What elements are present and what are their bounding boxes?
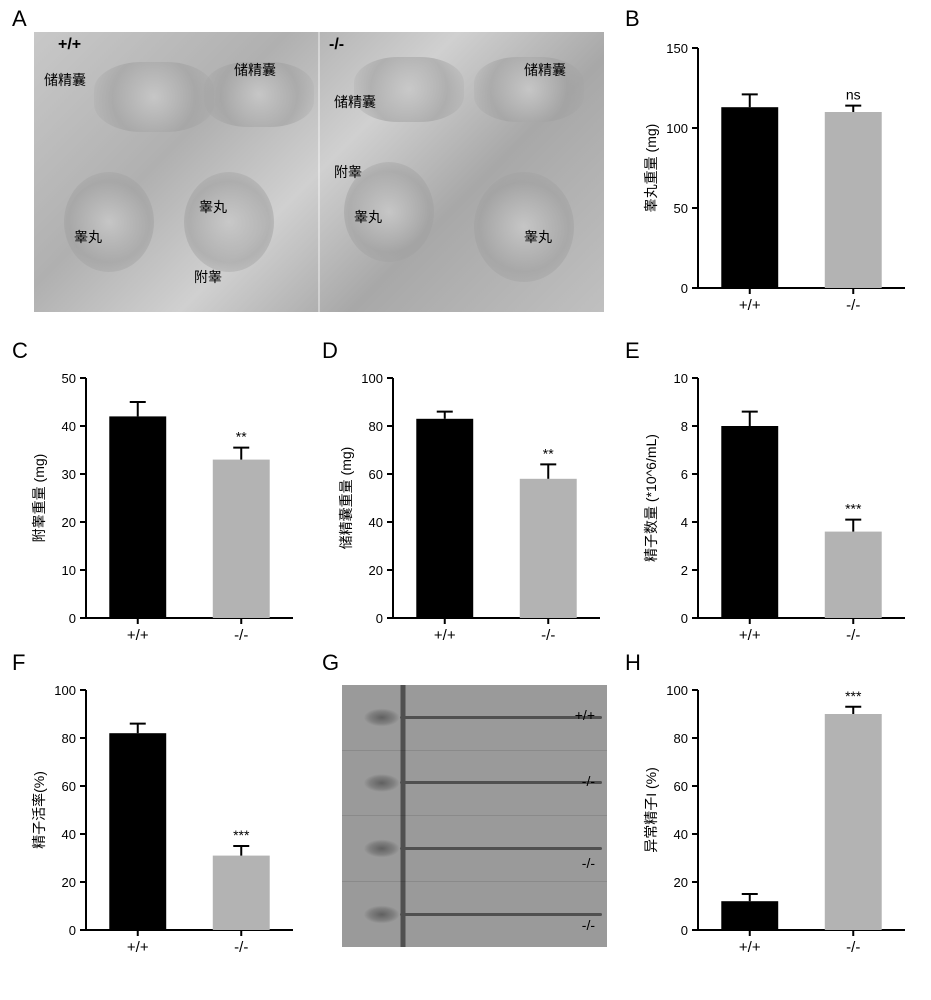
panel-label-g: G [322, 650, 339, 676]
svg-text:40: 40 [62, 419, 76, 434]
svg-text:0: 0 [681, 611, 688, 626]
testis-label-1: 睾丸 [74, 227, 102, 247]
svg-text:异常精子I (%): 异常精子I (%) [643, 767, 659, 853]
svg-text:6: 6 [681, 467, 688, 482]
panel-label-f: F [12, 650, 25, 676]
svg-text:-/-: -/- [846, 627, 860, 644]
svg-text:+/+: +/+ [127, 627, 149, 644]
svg-text:**: ** [543, 445, 554, 461]
svg-text:30: 30 [62, 467, 76, 482]
sperm-row3-label: -/- [582, 855, 595, 871]
panel-label-c: C [12, 338, 28, 364]
svg-text:150: 150 [666, 41, 688, 56]
seminal-label-2: 储精囊 [234, 60, 276, 80]
svg-text:20: 20 [369, 563, 383, 578]
svg-text:***: *** [233, 827, 250, 843]
svg-text:100: 100 [361, 371, 383, 386]
svg-text:100: 100 [666, 683, 688, 698]
svg-text:+/+: +/+ [127, 939, 149, 956]
svg-text:+/+: +/+ [434, 627, 456, 644]
svg-text:精子数量 (*10^6/mL): 精子数量 (*10^6/mL) [643, 434, 659, 562]
svg-text:精子活率(%): 精子活率(%) [31, 771, 47, 849]
svg-text:80: 80 [369, 419, 383, 434]
svg-text:***: *** [845, 688, 862, 704]
svg-text:60: 60 [62, 779, 76, 794]
svg-text:0: 0 [69, 923, 76, 938]
testis-label-3: 睾丸 [354, 207, 382, 227]
svg-text:-/-: -/- [846, 939, 860, 956]
svg-text:+/+: +/+ [739, 627, 761, 644]
panel-label-b: B [625, 6, 640, 32]
svg-text:40: 40 [369, 515, 383, 530]
sperm-motility-chart: 0 20 40 60 80 100 精子活率(%) +/+ -/- *** [28, 672, 303, 962]
seminal-label-3: 储精囊 [334, 92, 376, 112]
svg-text:40: 40 [62, 827, 76, 842]
abnormal-sperm-chart: 0 20 40 60 80 100 异常精子I (%) +/+ -/- *** [640, 672, 915, 962]
seminal-label-1: 储精囊 [44, 70, 86, 90]
svg-text:-/-: -/- [846, 297, 860, 314]
svg-text:20: 20 [674, 875, 688, 890]
svg-text:***: *** [845, 501, 862, 517]
panel-label-a: A [12, 6, 27, 32]
testis-label-4: 睾丸 [524, 227, 552, 247]
epididymis-label-2: 附睾 [334, 162, 362, 182]
svg-text:20: 20 [62, 515, 76, 530]
testis-weight-chart: 0 50 100 150 睾丸重量 (mg) +/+ -/- ns [640, 30, 915, 320]
testis-label-2: 睾丸 [199, 197, 227, 217]
svg-text:10: 10 [62, 563, 76, 578]
sperm-image: +/+ -/- -/- -/- [342, 685, 607, 947]
svg-text:0: 0 [681, 281, 688, 296]
svg-text:+/+: +/+ [739, 939, 761, 956]
svg-text:60: 60 [674, 779, 688, 794]
genotype-wt-label: +/+ [58, 36, 81, 54]
svg-text:2: 2 [681, 563, 688, 578]
svg-text:-/-: -/- [234, 939, 248, 956]
svg-text:8: 8 [681, 419, 688, 434]
seminal-weight-chart: 0 20 40 60 80 100 储精囊重量 (mg) +/+ -/- ** [335, 360, 610, 650]
svg-text:睾丸重量 (mg): 睾丸重量 (mg) [643, 124, 659, 213]
svg-text:-/-: -/- [234, 627, 248, 644]
panel-label-h: H [625, 650, 641, 676]
anatomy-image: +/+ -/- 储精囊 储精囊 储精囊 储精囊 睾丸 睾丸 睾丸 睾丸 附睾 附… [34, 32, 604, 312]
svg-text:储精囊重量 (mg): 储精囊重量 (mg) [338, 447, 354, 550]
svg-text:0: 0 [69, 611, 76, 626]
svg-text:50: 50 [62, 371, 76, 386]
svg-text:80: 80 [674, 731, 688, 746]
svg-text:4: 4 [681, 515, 688, 530]
svg-text:ns: ns [846, 87, 861, 103]
svg-text:0: 0 [681, 923, 688, 938]
svg-text:80: 80 [62, 731, 76, 746]
svg-text:附睾重量 (mg): 附睾重量 (mg) [31, 454, 47, 543]
seminal-label-4: 储精囊 [524, 60, 566, 80]
svg-text:**: ** [236, 429, 247, 445]
genotype-ko-label: -/- [329, 36, 344, 54]
svg-text:100: 100 [666, 121, 688, 136]
svg-text:60: 60 [369, 467, 383, 482]
svg-text:+/+: +/+ [739, 297, 761, 314]
sperm-row4-label: -/- [582, 917, 595, 933]
sperm-count-chart: 0 2 4 6 8 10 精子数量 (*10^6/mL) +/+ -/- *** [640, 360, 915, 650]
epididymis-label-1: 附睾 [194, 267, 222, 287]
sperm-row2-label: -/- [582, 773, 595, 789]
svg-text:-/-: -/- [541, 627, 555, 644]
svg-text:10: 10 [674, 371, 688, 386]
sperm-row1-label: +/+ [575, 707, 595, 723]
epididymis-weight-chart: 0 10 20 30 40 50 附睾重量 (mg) +/+ -/- ** [28, 360, 303, 650]
svg-text:40: 40 [674, 827, 688, 842]
svg-text:20: 20 [62, 875, 76, 890]
svg-text:50: 50 [674, 201, 688, 216]
svg-text:0: 0 [376, 611, 383, 626]
panel-label-e: E [625, 338, 640, 364]
svg-text:100: 100 [54, 683, 76, 698]
